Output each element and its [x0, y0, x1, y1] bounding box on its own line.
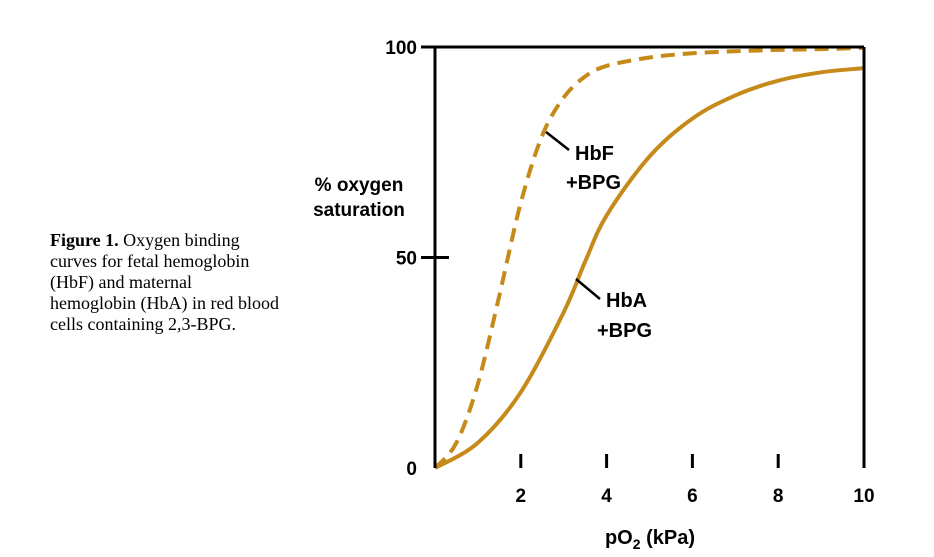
figure-caption-lead: Figure 1.: [50, 230, 119, 250]
x-tick-label: 10: [853, 486, 874, 507]
x-axis-label: pO2 (kPa): [605, 527, 695, 552]
x-axis-label-subscript: 2: [633, 536, 641, 552]
series-label-hbf-line2: +BPG: [566, 172, 621, 194]
series-label-hba-line1: HbA: [606, 290, 647, 312]
axes-layer: 0 50 100 2 4 6 8 10: [385, 38, 874, 507]
labels-layer: % oxygen saturation pO2 (kPa) HbF +BPG H…: [313, 143, 695, 552]
x-axis-label-main: pO: [605, 527, 633, 549]
y-tick-label: 0: [406, 459, 417, 480]
figure-caption-text: Oxygen binding curves for fetal hemoglob…: [50, 230, 279, 334]
y-tick-label: 50: [396, 249, 417, 270]
figure-caption: Figure 1. Oxygen binding curves for feta…: [50, 230, 280, 335]
hbf-leader-line: [545, 131, 570, 151]
x-tick-label: 8: [773, 486, 784, 507]
x-tick-label: 2: [516, 486, 527, 507]
y-tick-label: 100: [385, 38, 417, 59]
series-label-hba-line2: +BPG: [597, 320, 652, 342]
x-tick-label: 4: [601, 486, 612, 507]
series-line-hbf: [433, 45, 865, 470]
hba-leader-line: [575, 278, 601, 300]
series-label-hbf-line1: HbF: [575, 143, 614, 165]
y-axis-label-line1: % oxygen: [315, 175, 404, 196]
x-tick-label: 6: [687, 486, 698, 507]
x-axis-label-unit: (kPa): [641, 527, 695, 549]
series-line-hba: [433, 66, 865, 470]
curves-layer: [433, 45, 865, 470]
y-axis-label-line2: saturation: [313, 200, 405, 221]
